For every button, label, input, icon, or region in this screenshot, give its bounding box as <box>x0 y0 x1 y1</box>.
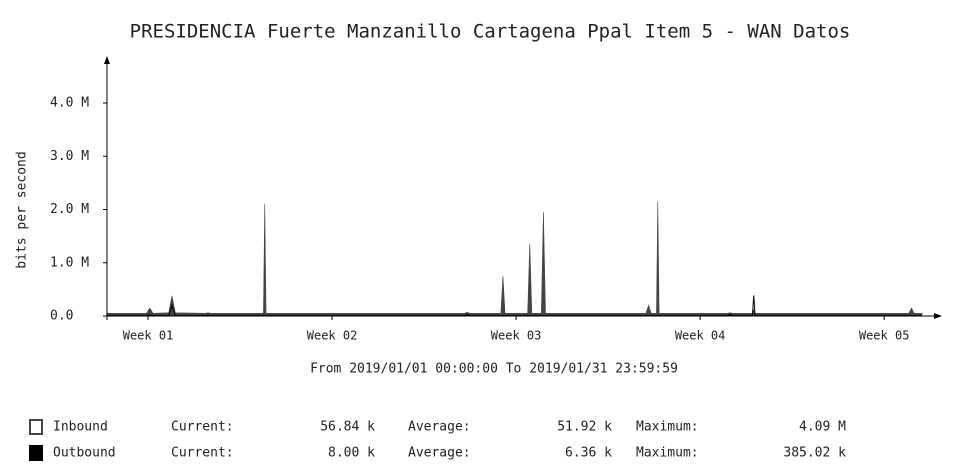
legend-label: Outbound <box>53 446 116 461</box>
stat-label: Current: <box>171 446 234 461</box>
inbound-area <box>106 201 923 317</box>
y-tick-label: 4.0 M <box>50 96 89 111</box>
y-axis-label: bits per second <box>15 151 30 268</box>
legend-swatch <box>29 419 43 435</box>
outbound-line <box>107 295 922 317</box>
stat-value: 4.09 M <box>799 420 846 435</box>
x-tick-label: Week 03 <box>491 329 542 343</box>
legend-label: Inbound <box>53 420 108 435</box>
y-axis-arrow <box>104 56 110 64</box>
stat-value: 51.92 k <box>557 420 612 435</box>
stat-value: 6.36 k <box>565 446 612 461</box>
stat-label: Maximum: <box>636 446 699 461</box>
stat-value: 8.00 k <box>328 446 375 461</box>
y-tick-label: 2.0 M <box>50 202 89 217</box>
y-tick-label: 1.0 M <box>50 255 89 270</box>
x-tick-label: Week 05 <box>859 329 910 343</box>
legend-swatch <box>29 445 43 461</box>
stat-label: Average: <box>408 420 471 435</box>
stat-value: 56.84 k <box>320 420 375 435</box>
stat-value: 385.02 k <box>783 446 846 461</box>
chart-title: PRESIDENCIA Fuerte Manzanillo Cartagena … <box>130 21 851 43</box>
stat-label: Average: <box>408 446 471 461</box>
x-tick-label: Week 02 <box>307 329 358 343</box>
y-tick-label: 3.0 M <box>50 149 89 164</box>
x-tick-label: Week 04 <box>675 329 726 343</box>
y-tick-label: 0.0 <box>50 309 73 324</box>
date-range: From 2019/01/01 00:00:00 To 2019/01/31 2… <box>310 362 678 377</box>
x-axis-arrow <box>934 313 942 319</box>
stat-label: Maximum: <box>636 420 699 435</box>
x-tick-label: Week 01 <box>123 329 174 343</box>
stat-label: Current: <box>171 420 234 435</box>
